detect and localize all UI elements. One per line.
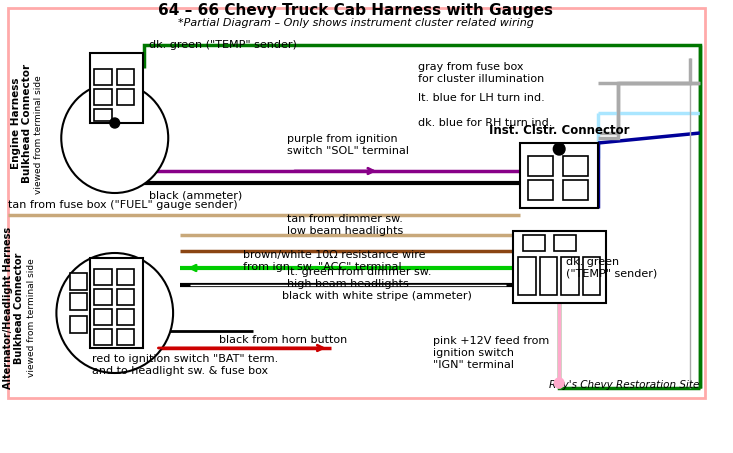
Text: lt. green from dimmer sw.
high beam headlights: lt. green from dimmer sw. high beam head… bbox=[287, 267, 432, 289]
Text: gray from fuse box
for cluster illumination: gray from fuse box for cluster illuminat… bbox=[418, 62, 545, 84]
Bar bbox=[520, 143, 598, 208]
Bar bbox=[539, 257, 557, 295]
Bar bbox=[95, 109, 112, 121]
Circle shape bbox=[56, 253, 173, 373]
Text: black from horn button: black from horn button bbox=[219, 335, 347, 345]
Bar bbox=[514, 231, 606, 303]
Circle shape bbox=[62, 83, 169, 193]
Text: dk. green
("TEMP" sender): dk. green ("TEMP" sender) bbox=[566, 257, 658, 279]
Bar bbox=[90, 258, 143, 348]
Bar bbox=[563, 180, 589, 200]
Text: dk. blue for RH turn ind.: dk. blue for RH turn ind. bbox=[418, 118, 553, 128]
Text: lt. blue for LH turn ind.: lt. blue for LH turn ind. bbox=[418, 93, 545, 103]
Text: viewed from terminal side: viewed from terminal side bbox=[34, 76, 43, 194]
Text: dk. green ("TEMP" sender): dk. green ("TEMP" sender) bbox=[149, 40, 297, 50]
Text: black with white stripe (ammeter): black with white stripe (ammeter) bbox=[282, 291, 472, 301]
Bar bbox=[70, 293, 86, 310]
Bar bbox=[8, 8, 705, 398]
Bar bbox=[70, 316, 86, 333]
Text: Engine Harness
Bulkhead Connector: Engine Harness Bulkhead Connector bbox=[10, 63, 32, 183]
Bar bbox=[523, 235, 545, 251]
Text: purple from ignition
switch "SOL" terminal: purple from ignition switch "SOL" termin… bbox=[287, 134, 409, 156]
Bar bbox=[117, 309, 134, 325]
Bar bbox=[583, 257, 600, 295]
Bar bbox=[95, 329, 112, 345]
Text: brown/white 10Ω resistance wire
from ign. sw. "ACC" terminal: brown/white 10Ω resistance wire from ign… bbox=[243, 250, 426, 272]
Text: *Partial Diagram – Only shows instrument cluster related wiring: *Partial Diagram – Only shows instrument… bbox=[178, 18, 534, 28]
Bar bbox=[563, 156, 589, 176]
Bar bbox=[95, 89, 112, 105]
Text: red to ignition switch "BAT" term.
and to headlight sw. & fuse box: red to ignition switch "BAT" term. and t… bbox=[92, 354, 279, 376]
Text: Inst. Clstr. Connector: Inst. Clstr. Connector bbox=[489, 125, 630, 138]
Bar bbox=[70, 273, 86, 290]
Bar bbox=[95, 289, 112, 305]
Bar bbox=[117, 69, 134, 85]
Text: pink +12V feed from
ignition switch
"IGN" terminal: pink +12V feed from ignition switch "IGN… bbox=[432, 337, 549, 370]
Bar bbox=[95, 269, 112, 285]
Bar bbox=[528, 180, 553, 200]
Bar bbox=[95, 309, 112, 325]
Bar bbox=[117, 289, 134, 305]
Bar bbox=[117, 329, 134, 345]
Bar bbox=[117, 89, 134, 105]
Circle shape bbox=[553, 143, 565, 155]
Text: black (ammeter): black (ammeter) bbox=[149, 190, 242, 200]
Bar bbox=[90, 53, 143, 123]
Circle shape bbox=[110, 118, 119, 128]
Bar bbox=[518, 257, 536, 295]
Text: Alternator/Headlight Harness
Bulkhead Connector: Alternator/Headlight Harness Bulkhead Co… bbox=[3, 227, 24, 389]
Text: Ray's Chevy Restoration Site: Ray's Chevy Restoration Site bbox=[550, 380, 700, 390]
Bar bbox=[528, 156, 553, 176]
Text: tan from dimmer sw.
low beam headlights: tan from dimmer sw. low beam headlights bbox=[287, 214, 403, 236]
Text: 64 – 66 Chevy Truck Cab Harness with Gauges: 64 – 66 Chevy Truck Cab Harness with Gau… bbox=[158, 3, 553, 18]
Circle shape bbox=[554, 378, 564, 388]
Text: tan from fuse box ("FUEL" gauge sender): tan from fuse box ("FUEL" gauge sender) bbox=[8, 200, 237, 210]
Text: viewed from terminal side: viewed from terminal side bbox=[26, 259, 36, 377]
Bar bbox=[561, 257, 578, 295]
Bar bbox=[554, 235, 575, 251]
Bar bbox=[95, 69, 112, 85]
Bar bbox=[117, 269, 134, 285]
